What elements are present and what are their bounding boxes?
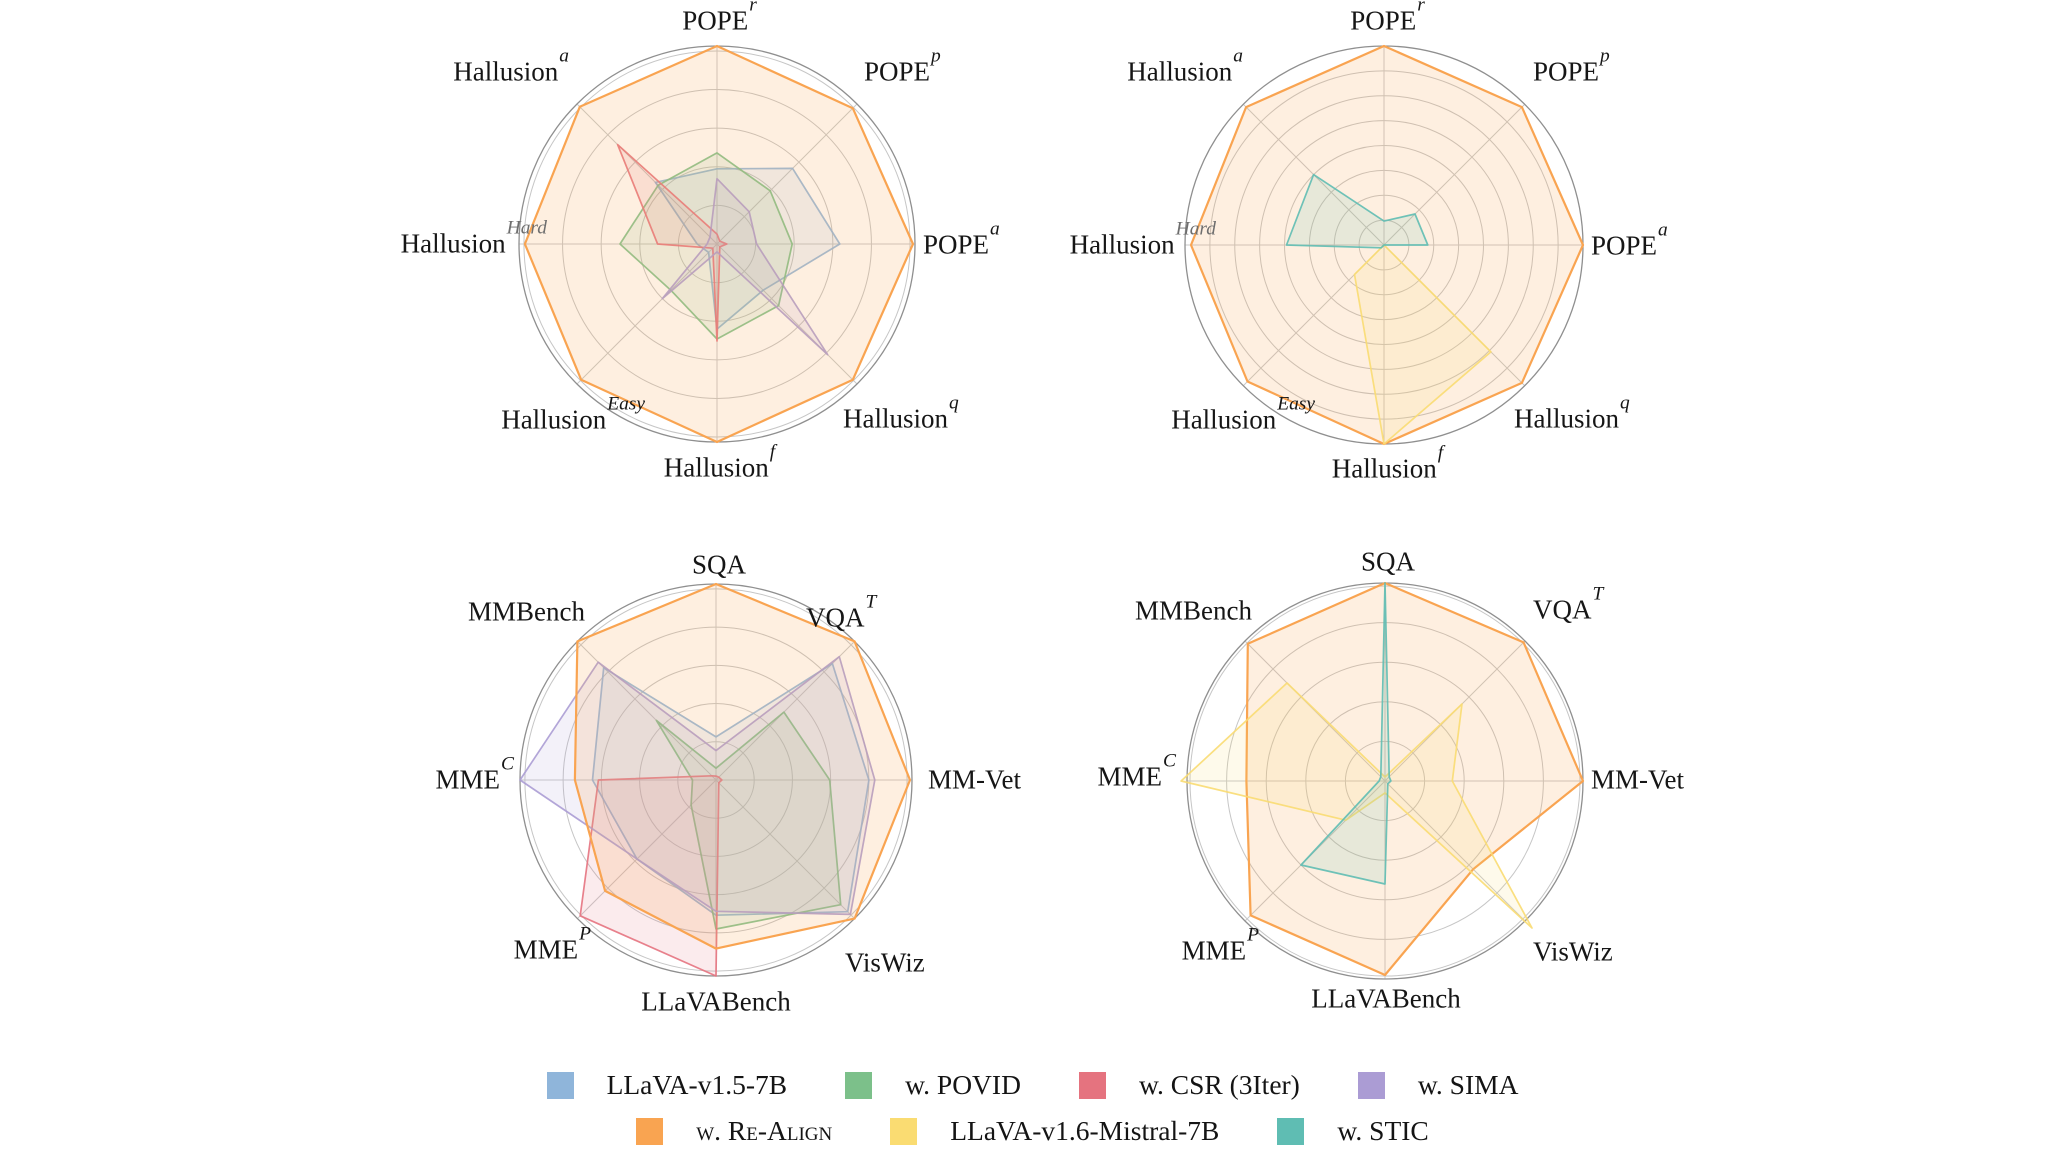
- legend-swatch-sima: [1357, 1071, 1385, 1099]
- legend-item-re-align: w. Re-Align: [636, 1115, 832, 1147]
- axis-label-tr-pope-a: POPEa: [1591, 219, 1668, 261]
- legend-item-povid: w. POVID: [845, 1069, 1021, 1101]
- axis-label-tl-hallusion-a: Hallusiona: [453, 45, 569, 87]
- axis-label-tr-hallusion-easy: HallusionEasy: [1171, 393, 1315, 435]
- legend-label-csr: w. CSR (3Iter): [1138, 1069, 1300, 1100]
- legend-item-llava-v15: LLaVA-v1.5-7B: [546, 1069, 788, 1101]
- radar-chart-top-right: [1184, 44, 1585, 446]
- legend-label-povid: w. POVID: [905, 1069, 1021, 1100]
- axis-label-bl-mmbench: MMBench: [468, 596, 585, 627]
- axis-label-br-mm-vet: MM-Vet: [1591, 764, 1684, 795]
- axis-label-br-viswiz: VisWiz: [1533, 936, 1613, 967]
- axis-label-bl-llavabench: LLaVABench: [641, 986, 791, 1017]
- axis-label-br-mme-c: MMEC: [1097, 750, 1176, 792]
- legend-row-2: w. Re-Align LLaVA-v1.6-Mistral-7B w. STI…: [0, 1108, 2065, 1154]
- axis-label-tr-hallusion-f: Hallusionf: [1331, 442, 1444, 484]
- axis-label-bl-vqa-t: VQAT: [806, 591, 877, 633]
- axis-label-bl-mme-p: MMEP: [513, 923, 591, 965]
- axis-label-tr-hallusion-q: Hallusionq: [1514, 392, 1630, 434]
- legend-swatch-re-align: [636, 1117, 664, 1145]
- axis-label-bl-viswiz: VisWiz: [845, 947, 925, 978]
- axis-label-tl-hallusion-f: Hallusionf: [663, 441, 776, 483]
- radar-chart-bottom-left: [519, 582, 913, 977]
- axis-label-tl-hallusion-easy: HallusionEasy: [501, 393, 645, 435]
- axis-label-tr-pope-p: POPEp: [1533, 45, 1610, 87]
- axis-label-tl-hallusion-q: Hallusionq: [843, 392, 959, 434]
- legend-label-llava-v16: LLaVA-v1.6-Mistral-7B: [950, 1115, 1220, 1146]
- axis-label-br-mme-p: MMEP: [1181, 924, 1259, 966]
- legend-swatch-povid: [845, 1071, 873, 1099]
- axis-label-tl-hallusion-hard: HallusionHard: [400, 217, 547, 259]
- axis-label-tl-pope-r: POPEr: [682, 0, 757, 36]
- legend-label-re-align: w. Re-Align: [696, 1115, 833, 1146]
- axis-label-tr-hallusion-a: Hallusiona: [1127, 45, 1243, 87]
- axis-label-tr-hallusion-hard: HallusionHard: [1069, 218, 1216, 260]
- radar-chart-top-left: [518, 44, 916, 444]
- axis-label-tr-pope-r: POPEr: [1350, 0, 1425, 36]
- legend-item-stic: w. STIC: [1277, 1115, 1429, 1147]
- axis-label-bl-mme-c: MMEC: [435, 753, 514, 795]
- axis-label-bl-mm-vet: MM-Vet: [928, 764, 1021, 795]
- axis-label-br-llavabench: LLaVABench: [1311, 983, 1461, 1014]
- legend-item-llava-v16: LLaVA-v1.6-Mistral-7B: [890, 1115, 1219, 1147]
- legend-swatch-llava-v15: [546, 1071, 574, 1099]
- radar-chart-bottom-right: [1180, 581, 1585, 980]
- legend-swatch-llava-v16: [890, 1117, 918, 1145]
- axis-label-br-mmbench: MMBench: [1135, 595, 1252, 626]
- legend-label-sima: w. SIMA: [1417, 1069, 1519, 1100]
- legend-swatch-stic: [1277, 1117, 1305, 1145]
- legend-label-llava-v15: LLaVA-v1.5-7B: [606, 1069, 788, 1100]
- legend: LLaVA-v1.5-7B w. POVID w. CSR (3Iter) w.…: [0, 1062, 2065, 1154]
- legend-item-csr: w. CSR (3Iter): [1078, 1069, 1300, 1101]
- axis-label-bl-sqa: SQA: [691, 549, 747, 580]
- axis-label-br-sqa: SQA: [1360, 546, 1416, 577]
- axis-label-tl-pope-a: POPEa: [923, 218, 1000, 260]
- axis-label-br-vqa-t: VQAT: [1533, 583, 1604, 625]
- legend-label-stic: w. STIC: [1337, 1115, 1429, 1146]
- axis-label-tl-pope-p: POPEp: [864, 45, 941, 87]
- legend-row-1: LLaVA-v1.5-7B w. POVID w. CSR (3Iter) w.…: [0, 1062, 2065, 1108]
- legend-item-sima: w. SIMA: [1357, 1069, 1519, 1101]
- legend-swatch-csr: [1078, 1071, 1106, 1099]
